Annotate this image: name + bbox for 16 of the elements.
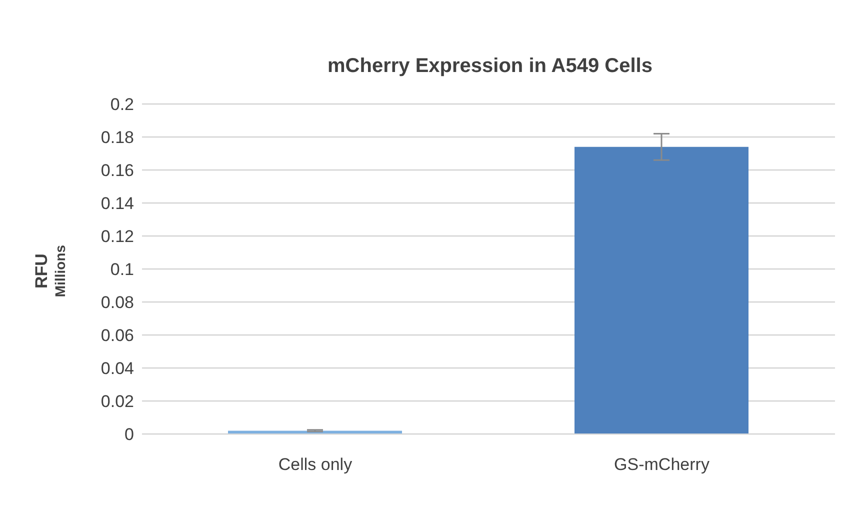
y-tick-label: 0.16 [100,161,134,180]
y-tick-label: 0.12 [100,227,134,246]
y-tick-label: 0 [124,425,134,444]
y-tick-label: 0.08 [100,293,134,312]
y-tick-label: 0.04 [100,359,134,378]
y-axis-title: RFU [32,254,52,288]
y-tick-label: 0.18 [100,128,134,148]
y-tick-label: 0.2 [110,95,134,114]
y-tick-label: 0.02 [100,392,134,412]
chart-title: mCherry Expression in A549 Cells [326,55,654,78]
text: Millions [52,244,68,298]
y-tick-label: 0.06 [100,326,134,346]
y-tick-label: 0.14 [100,194,134,214]
y-tick-label: 0.1 [110,260,134,280]
x-tick-label: GS-mCherry [614,455,710,474]
x-tick-label: Cells only [278,455,353,474]
